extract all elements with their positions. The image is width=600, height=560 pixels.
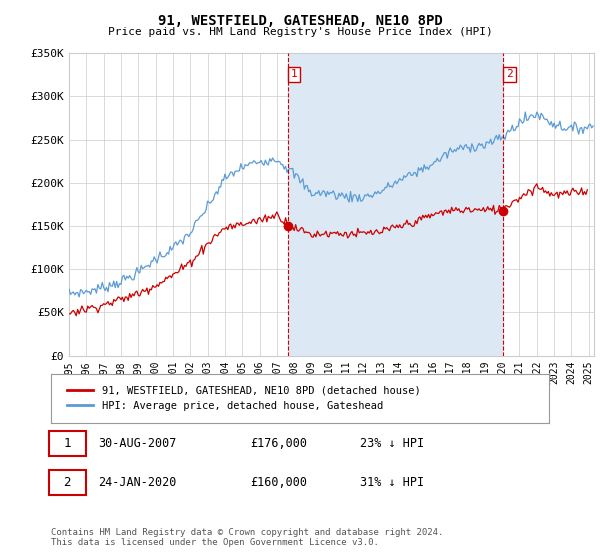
Legend: 91, WESTFIELD, GATESHEAD, NE10 8PD (detached house), HPI: Average price, detache: 91, WESTFIELD, GATESHEAD, NE10 8PD (deta… xyxy=(61,379,427,417)
FancyBboxPatch shape xyxy=(49,431,86,456)
Text: 2: 2 xyxy=(64,476,71,489)
Text: 24-JAN-2020: 24-JAN-2020 xyxy=(98,476,176,489)
Text: Price paid vs. HM Land Registry's House Price Index (HPI): Price paid vs. HM Land Registry's House … xyxy=(107,27,493,37)
Text: 1: 1 xyxy=(291,69,298,80)
Text: 91, WESTFIELD, GATESHEAD, NE10 8PD: 91, WESTFIELD, GATESHEAD, NE10 8PD xyxy=(158,14,442,28)
Text: 2: 2 xyxy=(506,69,513,80)
Text: Contains HM Land Registry data © Crown copyright and database right 2024.
This d: Contains HM Land Registry data © Crown c… xyxy=(51,528,443,547)
Text: £176,000: £176,000 xyxy=(250,437,307,450)
Text: 31% ↓ HPI: 31% ↓ HPI xyxy=(360,476,424,489)
Text: 23% ↓ HPI: 23% ↓ HPI xyxy=(360,437,424,450)
FancyBboxPatch shape xyxy=(49,470,86,495)
Text: £160,000: £160,000 xyxy=(250,476,307,489)
Text: 1: 1 xyxy=(64,437,71,450)
Text: 30-AUG-2007: 30-AUG-2007 xyxy=(98,437,176,450)
Bar xyxy=(289,53,503,356)
